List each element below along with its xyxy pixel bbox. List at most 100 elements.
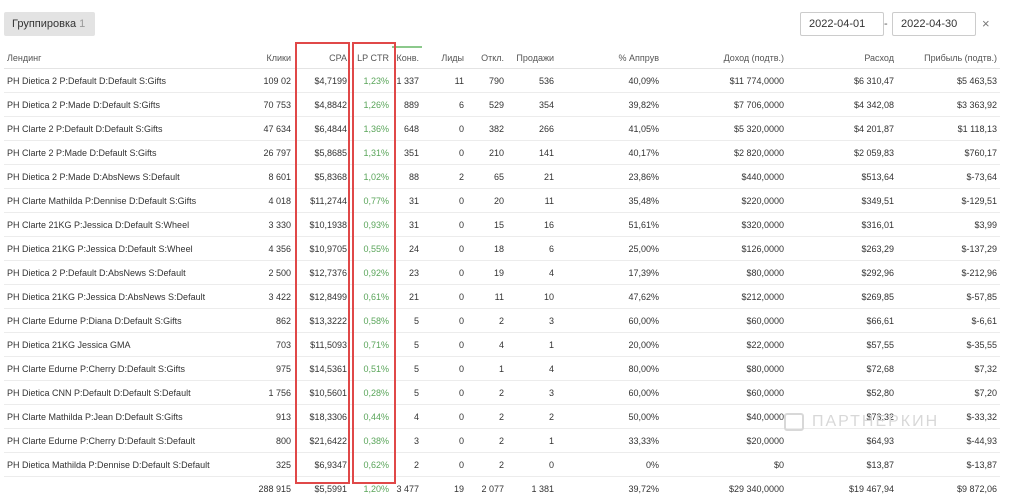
- cell-expense: $72,68: [787, 357, 897, 381]
- cell-landing: PH Clarte Edurne P:Diana D:Default S:Gif…: [4, 309, 254, 333]
- table-row[interactable]: PH Clarte Mathilda P:Dennise D:Default S…: [4, 189, 1000, 213]
- cell-approve: 51,61%: [557, 213, 662, 237]
- table-row[interactable]: PH Dietica 2 P:Default D:Default S:Gifts…: [4, 69, 1000, 93]
- cell-profit: $-73,64: [897, 165, 1000, 189]
- cell-landing: PH Clarte 2 P:Default D:Default S:Gifts: [4, 117, 254, 141]
- cell-cpa: $12,8499: [294, 285, 350, 309]
- cell-rejects: 11: [467, 285, 507, 309]
- table-row[interactable]: PH Dietica 2 P:Default D:AbsNews S:Defau…: [4, 261, 1000, 285]
- cell-rejects: 2: [467, 405, 507, 429]
- col-header-rejects[interactable]: Откл.: [467, 47, 507, 69]
- cell-approve: 60,00%: [557, 309, 662, 333]
- cell-profit: $760,17: [897, 141, 1000, 165]
- cell-conv: 5: [392, 309, 422, 333]
- cell-landing: PH Dietica 21KG P:Jessica D:AbsNews S:De…: [4, 285, 254, 309]
- cell-conv: 5: [392, 333, 422, 357]
- col-header-conv[interactable]: Конв.: [392, 47, 422, 69]
- table-row[interactable]: PH Dietica CNN P:Default D:Default S:Def…: [4, 381, 1000, 405]
- cell-approve: 25,00%: [557, 237, 662, 261]
- cell-clicks: 8 601: [254, 165, 294, 189]
- col-header-expense[interactable]: Расход: [787, 47, 897, 69]
- cell-clicks: 70 753: [254, 93, 294, 117]
- cell-sales: 1: [507, 333, 557, 357]
- cell-expense: $513,64: [787, 165, 897, 189]
- col-header-income[interactable]: Доход (подтв.): [662, 47, 787, 69]
- cell-expense: $52,80: [787, 381, 897, 405]
- cell-cpa: $12,7376: [294, 261, 350, 285]
- cell-lp-ctr: 1,23%: [350, 69, 392, 93]
- cell-income: $7 706,0000: [662, 93, 787, 117]
- cell-rejects: 1: [467, 357, 507, 381]
- cell-leads: 0: [422, 405, 467, 429]
- col-header-clicks[interactable]: Клики: [254, 47, 294, 69]
- table-row[interactable]: PH Clarte Edurne P:Cherry D:Default S:Gi…: [4, 357, 1000, 381]
- col-header-cpa[interactable]: CPA: [294, 47, 350, 69]
- cell-profit: $9 872,06: [897, 477, 1000, 501]
- cell-conv: 351: [392, 141, 422, 165]
- clear-dates-icon[interactable]: ×: [982, 12, 990, 36]
- cell-income: $0: [662, 453, 787, 477]
- col-header-lp-ctr[interactable]: LP CTR: [350, 47, 392, 69]
- cell-cpa: $10,1938: [294, 213, 350, 237]
- cell-lp-ctr: 0,61%: [350, 285, 392, 309]
- col-header-sales[interactable]: Продажи: [507, 47, 557, 69]
- cell-lp-ctr: 1,36%: [350, 117, 392, 141]
- cell-leads: 19: [422, 477, 467, 501]
- table-row[interactable]: PH Dietica Mathilda P:Dennise D:Default …: [4, 453, 1000, 477]
- col-header-profit[interactable]: Прибыль (подтв.): [897, 47, 1000, 69]
- cell-leads: 0: [422, 213, 467, 237]
- cell-expense: $263,29: [787, 237, 897, 261]
- cell-clicks: 4 356: [254, 237, 294, 261]
- cell-profit: $-35,55: [897, 333, 1000, 357]
- cell-conv: 1 337: [392, 69, 422, 93]
- cell-clicks: 47 634: [254, 117, 294, 141]
- col-header-approve[interactable]: % Аппрув: [557, 47, 662, 69]
- cell-income: $60,0000: [662, 381, 787, 405]
- col-header-leads[interactable]: Лиды: [422, 47, 467, 69]
- cell-sales: 1: [507, 429, 557, 453]
- cell-rejects: 15: [467, 213, 507, 237]
- date-from-input[interactable]: 2022-04-01: [800, 12, 884, 36]
- cell-expense: $6 310,47: [787, 69, 897, 93]
- cell-expense: $4 201,87: [787, 117, 897, 141]
- cell-cpa: $14,5361: [294, 357, 350, 381]
- cell-approve: 17,39%: [557, 261, 662, 285]
- cell-leads: 0: [422, 429, 467, 453]
- cell-income: $20,0000: [662, 429, 787, 453]
- table-row[interactable]: PH Dietica 21KG P:Jessica D:Default S:Wh…: [4, 237, 1000, 261]
- cell-approve: 35,48%: [557, 189, 662, 213]
- cell-leads: 0: [422, 453, 467, 477]
- cell-approve: 40,17%: [557, 141, 662, 165]
- cell-landing: PH Clarte Mathilda P:Dennise D:Default S…: [4, 189, 254, 213]
- cell-income: $29 340,0000: [662, 477, 787, 501]
- cell-rejects: 790: [467, 69, 507, 93]
- cell-profit: $-13,87: [897, 453, 1000, 477]
- cell-profit: $-129,51: [897, 189, 1000, 213]
- cell-cpa: $21,6422: [294, 429, 350, 453]
- cell-cpa: $13,3222: [294, 309, 350, 333]
- cell-landing: PH Dietica 2 P:Default D:AbsNews S:Defau…: [4, 261, 254, 285]
- col-header-landing[interactable]: Лендинг: [4, 47, 254, 69]
- cell-lp-ctr: 0,28%: [350, 381, 392, 405]
- cell-profit: $7,32: [897, 357, 1000, 381]
- cell-sales: 21: [507, 165, 557, 189]
- cell-clicks: 975: [254, 357, 294, 381]
- cell-approve: 33,33%: [557, 429, 662, 453]
- cell-landing: PH Dietica 2 P:Default D:Default S:Gifts: [4, 69, 254, 93]
- cell-cpa: $5,5991: [294, 477, 350, 501]
- table-row[interactable]: PH Dietica 21KG P:Jessica D:AbsNews S:De…: [4, 285, 1000, 309]
- cell-landing: PH Dietica 2 P:Made D:AbsNews S:Default: [4, 165, 254, 189]
- cell-rejects: 529: [467, 93, 507, 117]
- cell-clicks: 800: [254, 429, 294, 453]
- cell-sales: 11: [507, 189, 557, 213]
- date-to-input[interactable]: 2022-04-30: [892, 12, 976, 36]
- table-row[interactable]: PH Clarte 21KG P:Jessica D:Default S:Whe…: [4, 213, 1000, 237]
- table-row[interactable]: PH Clarte Edurne P:Diana D:Default S:Gif…: [4, 309, 1000, 333]
- cell-cpa: $4,8842: [294, 93, 350, 117]
